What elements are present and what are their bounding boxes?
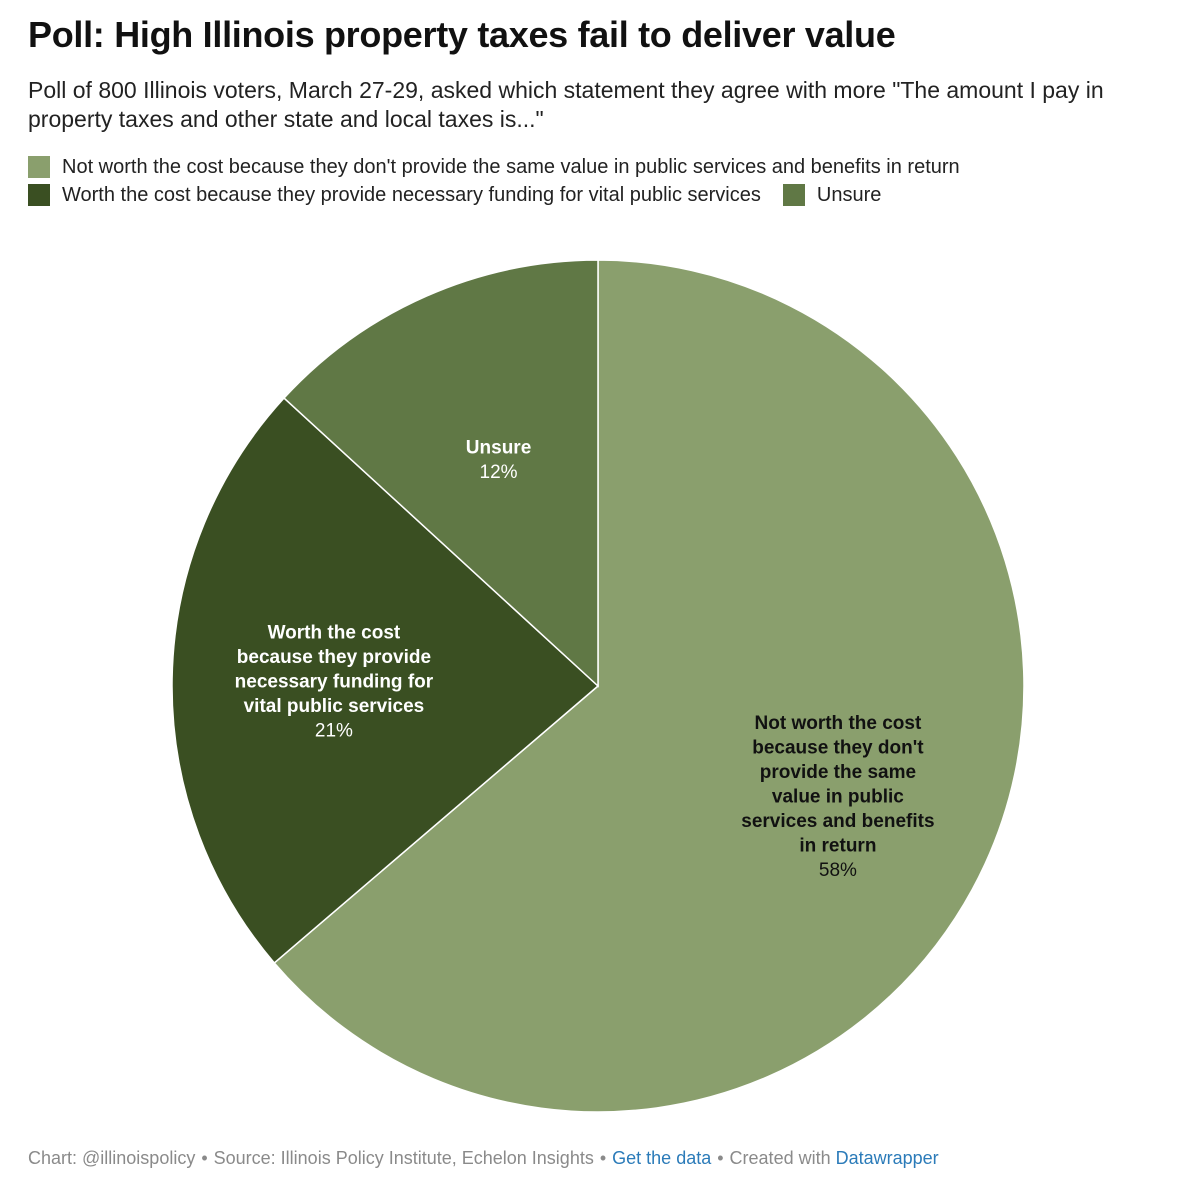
legend-item-not-worth: Not worth the cost because they don't pr… bbox=[28, 156, 960, 179]
legend-label-worth: Worth the cost because they provide nece… bbox=[62, 183, 761, 206]
footer-credit: Chart: @illinoispolicy bbox=[28, 1148, 196, 1168]
slice-label-line: Worth the cost bbox=[268, 622, 401, 643]
slice-value-label: 58% bbox=[819, 860, 857, 881]
slice-label-line: because they don't bbox=[752, 737, 924, 758]
pie-slice-unsure bbox=[282, 259, 599, 688]
footer-separator: • bbox=[201, 1148, 208, 1168]
legend-item-worth: Worth the cost because they provide nece… bbox=[28, 184, 761, 207]
slice-label-line: vital public services bbox=[244, 696, 425, 717]
pie-slice-worth bbox=[171, 396, 600, 965]
footer-source: Source: Illinois Policy Institute, Echel… bbox=[213, 1148, 594, 1168]
slice-value-label: 21% bbox=[315, 720, 353, 741]
chart-title: Poll: High Illinois property taxes fail … bbox=[28, 14, 896, 55]
slice-label-line: in return bbox=[799, 835, 876, 856]
slice-label-worth: Worth the cost because they provide necess… bbox=[235, 622, 434, 741]
slice-label-line: because they provide bbox=[237, 647, 431, 668]
slice-value-label: 12% bbox=[480, 462, 518, 483]
chart-subtitle: Poll of 800 Illinois voters, March 27-29… bbox=[28, 77, 1104, 132]
slice-label-line: Unsure bbox=[466, 438, 531, 459]
slice-label-line: services and benefits bbox=[741, 811, 934, 832]
legend-item-unsure: Unsure bbox=[782, 183, 882, 207]
slice-label-not-worth: Not worth the cost because they don't prov… bbox=[741, 713, 934, 881]
footer-separator: • bbox=[599, 1148, 607, 1168]
slice-label-line: provide the same bbox=[760, 762, 916, 783]
legend-swatch-worth bbox=[28, 184, 50, 206]
pie-chart: Not worth the cost because they don't prov… bbox=[171, 259, 1025, 1113]
legend-row: Worth the cost because they provide nece… bbox=[28, 181, 1148, 209]
get-the-data-link[interactable]: Get the data bbox=[612, 1148, 712, 1168]
legend-label-unsure: Unsure bbox=[816, 183, 882, 206]
pie-slice-not-worth bbox=[273, 259, 1025, 1113]
slice-label-line: necessary funding for bbox=[235, 671, 434, 692]
legend-label-not-worth: Not worth the cost because they don't pr… bbox=[62, 155, 960, 178]
slice-label-line: value in public bbox=[772, 786, 904, 807]
slice-label-line: Not worth the cost bbox=[755, 713, 922, 734]
legend: Not worth the cost because they don't pr… bbox=[28, 153, 1148, 209]
footer: Chart: @illinoispolicy • Source: Illinois … bbox=[28, 1148, 939, 1169]
footer-separator: • bbox=[717, 1148, 724, 1168]
datawrapper-link[interactable]: Datawrapper bbox=[835, 1148, 939, 1168]
slice-label-unsure: Unsure 12% bbox=[466, 438, 531, 484]
legend-swatch-unsure bbox=[782, 184, 805, 206]
footer-created-with: Created with bbox=[729, 1148, 831, 1168]
legend-row: Not worth the cost because they don't pr… bbox=[28, 153, 1148, 181]
legend-swatch-not-worth bbox=[28, 156, 50, 178]
